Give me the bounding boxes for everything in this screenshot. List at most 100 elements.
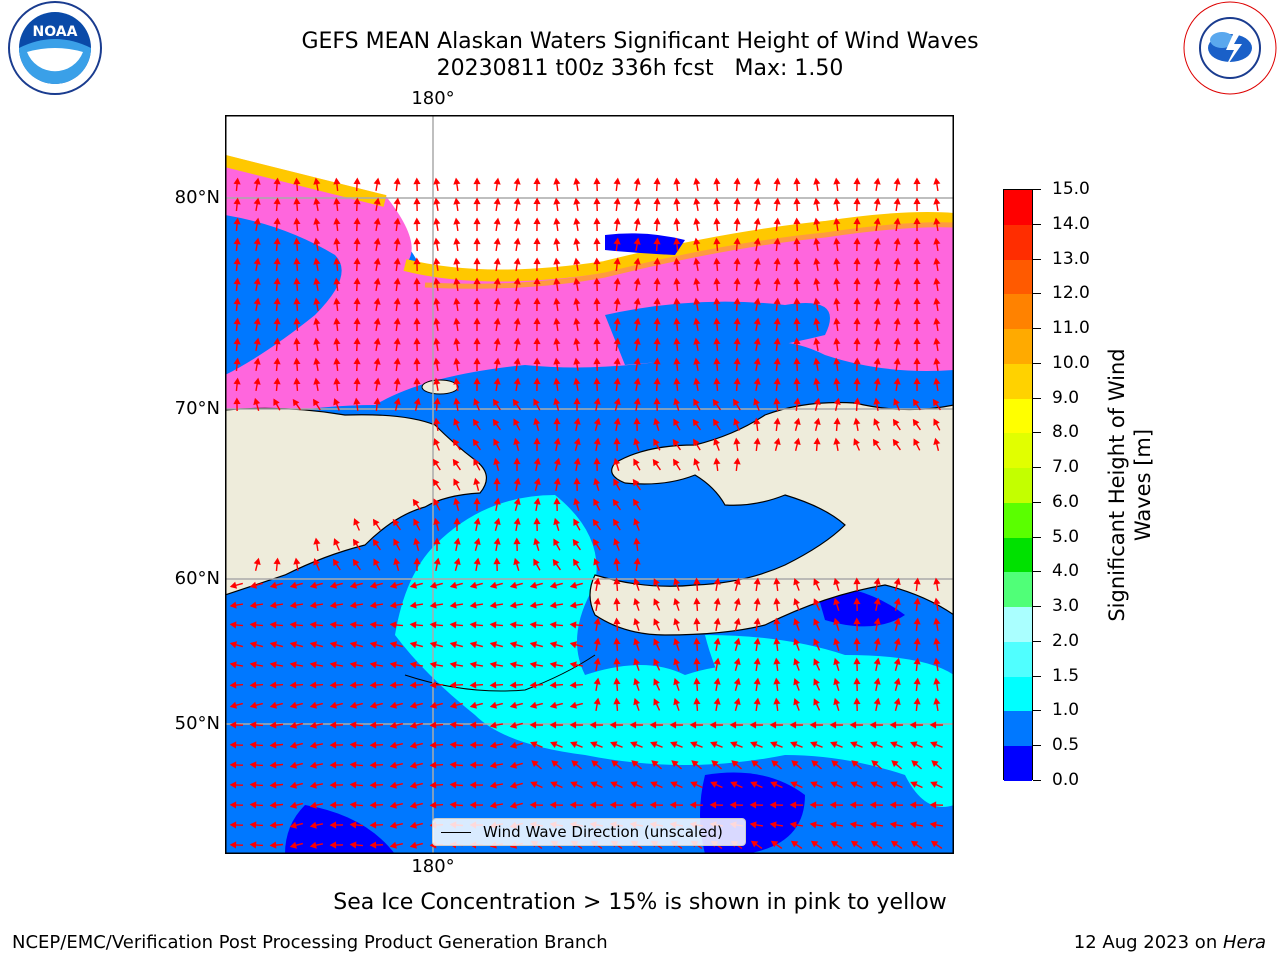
wind-wave-arrowhead [569, 701, 577, 709]
wind-wave-arrowhead [873, 257, 881, 265]
wind-wave-arrowhead [473, 537, 481, 546]
wind-wave-arrowhead [810, 840, 819, 848]
wind-wave-arrowhead [229, 741, 237, 749]
wind-wave-arrowhead [853, 297, 861, 305]
wind-wave-arrowhead [253, 357, 261, 365]
wind-wave-arrowhead [473, 557, 481, 565]
wind-wave-arrowhead [429, 681, 437, 689]
wind-wave-arrowhead [633, 637, 641, 646]
wind-wave-arrowhead [853, 257, 861, 265]
wind-wave-arrowhead [753, 577, 761, 585]
wind-wave-arrowhead [233, 177, 241, 185]
wind-wave-arrowhead [289, 721, 297, 729]
wind-wave-arrowhead [613, 177, 621, 185]
wind-wave-arrowhead [733, 398, 740, 407]
wind-wave-arrowhead [429, 701, 437, 709]
colorbar-segment [1004, 502, 1032, 539]
wind-wave-arrowhead [509, 641, 518, 649]
wind-wave-arrowhead [873, 277, 881, 285]
wind-wave-arrowhead [353, 317, 361, 325]
wind-wave-arrowhead [269, 681, 277, 689]
wind-wave-arrowhead [789, 801, 797, 809]
wind-wave-arrowhead [549, 581, 558, 589]
wind-wave-arrowhead [733, 297, 741, 305]
wind-wave-arrowhead [313, 398, 320, 407]
wind-wave-arrowhead [453, 337, 461, 345]
colorbar [1003, 189, 1033, 782]
wind-wave-arrowhead [733, 697, 741, 706]
wind-wave-arrowhead [833, 237, 841, 245]
colorbar-segment [1004, 468, 1032, 504]
wind-wave-arrowhead [233, 257, 241, 265]
wind-wave-arrowhead [713, 597, 721, 605]
wind-wave-arrowhead [449, 621, 457, 629]
wind-wave-arrowhead [349, 721, 357, 729]
wind-wave-arrowhead [913, 217, 921, 225]
wind-wave-arrowhead [673, 418, 680, 426]
wind-wave-arrowhead [673, 377, 681, 385]
wind-wave-arrowhead [573, 297, 581, 305]
wind-wave-arrowhead [469, 801, 477, 809]
wind-wave-arrowhead [873, 237, 881, 245]
wind-wave-arrowhead [533, 517, 541, 525]
wind-wave-arrowhead [593, 477, 601, 486]
wind-wave-arrowhead [329, 841, 337, 849]
colorbar-segment [1004, 607, 1032, 643]
wind-wave-arrowhead [933, 317, 941, 325]
wind-wave-arrowhead [269, 601, 277, 609]
wind-wave-arrowhead [813, 578, 820, 586]
wind-wave-arrowhead [253, 237, 261, 245]
wind-wave-arrowhead [613, 677, 621, 685]
wind-wave-arrowhead [669, 721, 677, 729]
wind-wave-arrowhead [369, 741, 377, 749]
wind-wave-arrowhead [913, 637, 921, 645]
wind-wave-arrowhead [309, 801, 317, 809]
wind-wave-arrowhead [509, 801, 518, 809]
wind-wave-arrowhead [369, 581, 378, 589]
wind-wave-arrowhead [673, 677, 681, 686]
wind-wave-arrowhead [269, 701, 277, 709]
wind-wave-arrowhead [613, 657, 621, 665]
wind-wave-arrowhead [493, 477, 501, 485]
wind-wave-arrowhead [829, 821, 837, 829]
wind-wave-arrowhead [911, 760, 919, 768]
wind-wave-arrowhead [533, 437, 541, 445]
wind-wave-arrowhead [753, 637, 761, 645]
wind-wave-arrowhead [793, 618, 801, 626]
wind-wave-arrowhead [613, 197, 621, 205]
wind-wave-arrowhead [813, 397, 821, 405]
map-subtitle-forecast: 20230811 t00z 336h fcst Max: 1.50 [436, 56, 844, 81]
wind-wave-arrowhead [489, 701, 497, 709]
wind-wave-arrowhead [249, 661, 257, 669]
wind-wave-arrowhead [673, 177, 681, 185]
wind-wave-arrowhead [373, 277, 381, 285]
wind-wave-arrowhead [753, 617, 761, 625]
wind-wave-arrowhead [591, 760, 599, 768]
wind-wave-arrowhead [253, 177, 261, 185]
wind-wave-arrowhead [453, 297, 461, 305]
wind-wave-arrowhead [593, 397, 601, 405]
wind-wave-arrowhead [893, 697, 901, 706]
wind-wave-arrowhead [553, 397, 561, 406]
wind-wave-arrowhead [352, 538, 360, 547]
wind-wave-arrowhead [813, 638, 820, 646]
wind-wave-arrowhead [529, 621, 537, 629]
wind-wave-arrowhead [449, 601, 457, 609]
wind-wave-arrowhead [409, 681, 417, 689]
colorbar-segment [1004, 259, 1032, 295]
wind-wave-arrowhead [473, 197, 481, 205]
wind-wave-arrowhead [633, 357, 641, 365]
colorbar-tick [1033, 362, 1041, 364]
wind-wave-arrowhead [389, 781, 397, 789]
wind-wave-arrowhead [593, 457, 601, 465]
wind-wave-arrowhead [573, 217, 581, 225]
wind-wave-arrowhead [393, 217, 401, 225]
wind-wave-arrowhead [333, 357, 341, 365]
wind-wave-arrowhead [933, 597, 941, 605]
wind-wave-arrowhead [669, 801, 677, 809]
wind-wave-arrowhead [709, 801, 717, 809]
wind-wave-arrowhead [811, 760, 819, 768]
wind-wave-arrowhead [713, 697, 721, 705]
wind-wave-arrowhead [553, 357, 561, 365]
wind-wave-arrowhead [613, 337, 621, 345]
